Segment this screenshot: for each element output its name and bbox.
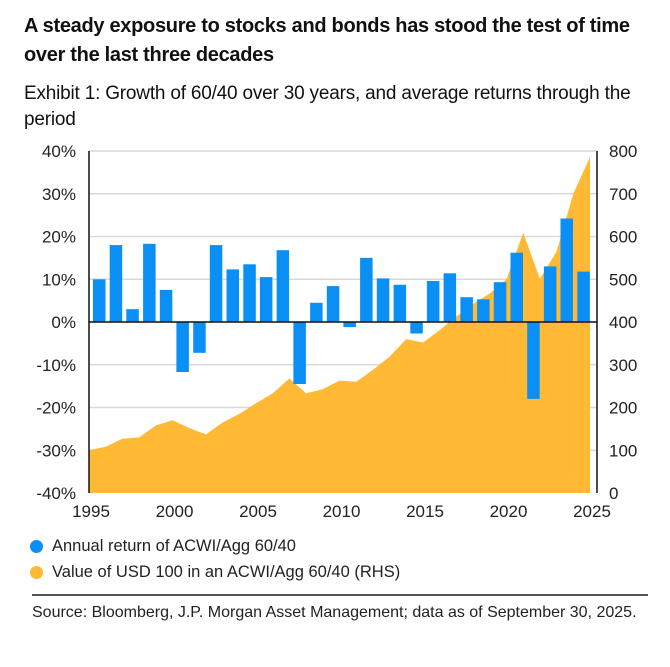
bar-2022 [527, 322, 540, 399]
bar-2013 [376, 278, 390, 322]
left-axis-ticks: 40% 30% 20% 10% 0% -10% -20% -30% -40% [36, 142, 76, 503]
bar-2025 [577, 271, 590, 322]
left-tick-label: 20% [42, 228, 76, 247]
bar-1999 [143, 243, 156, 322]
x-tick-label: 2000 [156, 502, 194, 521]
bar-2003 [209, 245, 223, 322]
right-tick-label: 300 [609, 356, 637, 375]
x-tick-label: 2010 [323, 502, 361, 521]
bar-2024 [560, 218, 573, 322]
left-tick-label: 30% [42, 185, 76, 204]
bar-2021 [510, 252, 523, 322]
bar-series-returns [93, 218, 590, 399]
legend-swatch-returns [30, 540, 43, 553]
bar-2010 [326, 286, 340, 322]
bar-2004 [226, 269, 239, 322]
bar-2019 [477, 299, 490, 322]
x-tick-label: 2005 [239, 502, 277, 521]
bar-2018 [460, 297, 473, 322]
x-tick-label: 2015 [406, 502, 444, 521]
legend-item-value: Value of USD 100 in an ACWI/Agg 60/40 (R… [30, 559, 400, 585]
bar-2007 [276, 250, 290, 322]
bar-2017 [443, 273, 457, 322]
bar-2023 [543, 266, 557, 322]
right-tick-label: 700 [609, 185, 637, 204]
left-tick-label: -10% [36, 356, 76, 375]
right-tick-label: 600 [609, 228, 637, 247]
x-tick-label: 2020 [490, 502, 528, 521]
left-tick-label: -30% [36, 441, 76, 460]
left-tick-label: 0% [51, 313, 76, 332]
x-tick-label: 1995 [72, 502, 110, 521]
bar-2015 [410, 322, 423, 334]
bar-2009 [310, 302, 323, 322]
left-tick-label: 40% [42, 142, 76, 161]
bar-2006 [259, 277, 273, 322]
right-tick-label: 200 [609, 399, 637, 418]
bar-2014 [393, 284, 407, 322]
area-series-value [88, 156, 591, 493]
right-tick-label: 100 [609, 441, 637, 460]
bar-2020 [493, 282, 507, 322]
bar-2002 [193, 322, 206, 353]
area-fill-portfolio-value [89, 157, 590, 493]
source-note: Source: Bloomberg, J.P. Morgan Asset Man… [32, 604, 637, 621]
bar-2012 [360, 257, 373, 322]
bar-2008 [293, 322, 306, 384]
axes [88, 151, 598, 493]
x-axis-ticks: 1995 2000 2005 2010 2015 2020 2025 [72, 502, 611, 521]
bar-2016 [426, 281, 440, 322]
left-tick-label: -40% [36, 484, 76, 503]
left-tick-label: -20% [36, 399, 76, 418]
legend-label-returns: Annual return of ACWI/Agg 60/40 [52, 536, 296, 555]
combo-chart: 40% 30% 20% 10% 0% -10% -20% -30% -40% 800 700 600… [36, 142, 637, 521]
right-tick-label: 400 [609, 313, 637, 332]
legend-item-returns: Annual return of ACWI/Agg 60/40 [30, 533, 400, 559]
footer-divider [32, 594, 648, 596]
x-tick-label: 2025 [573, 502, 611, 521]
bar-1998 [126, 309, 139, 322]
exhibit-title: Exhibit 1: Growth of 60/40 over 30 years… [24, 83, 631, 130]
chart-headline: A steady exposure to stocks and bonds ha… [24, 15, 630, 66]
right-tick-label: 800 [609, 142, 637, 161]
bar-2011 [343, 322, 356, 328]
legend-label-value: Value of USD 100 in an ACWI/Agg 60/40 (R… [52, 562, 401, 581]
bar-2005 [243, 264, 256, 322]
bar-1996 [93, 279, 106, 323]
right-tick-label: 0 [609, 484, 618, 503]
left-tick-label: 10% [42, 270, 76, 289]
legend: Annual return of ACWI/Agg 60/40 Value of… [30, 533, 400, 585]
bar-1997 [109, 245, 123, 322]
legend-swatch-value [30, 566, 43, 579]
bar-2001 [176, 322, 189, 372]
right-tick-label: 500 [609, 270, 637, 289]
bar-2000 [159, 289, 173, 322]
right-axis-ticks: 800 700 600 500 400 300 200 100 0 [609, 142, 637, 503]
